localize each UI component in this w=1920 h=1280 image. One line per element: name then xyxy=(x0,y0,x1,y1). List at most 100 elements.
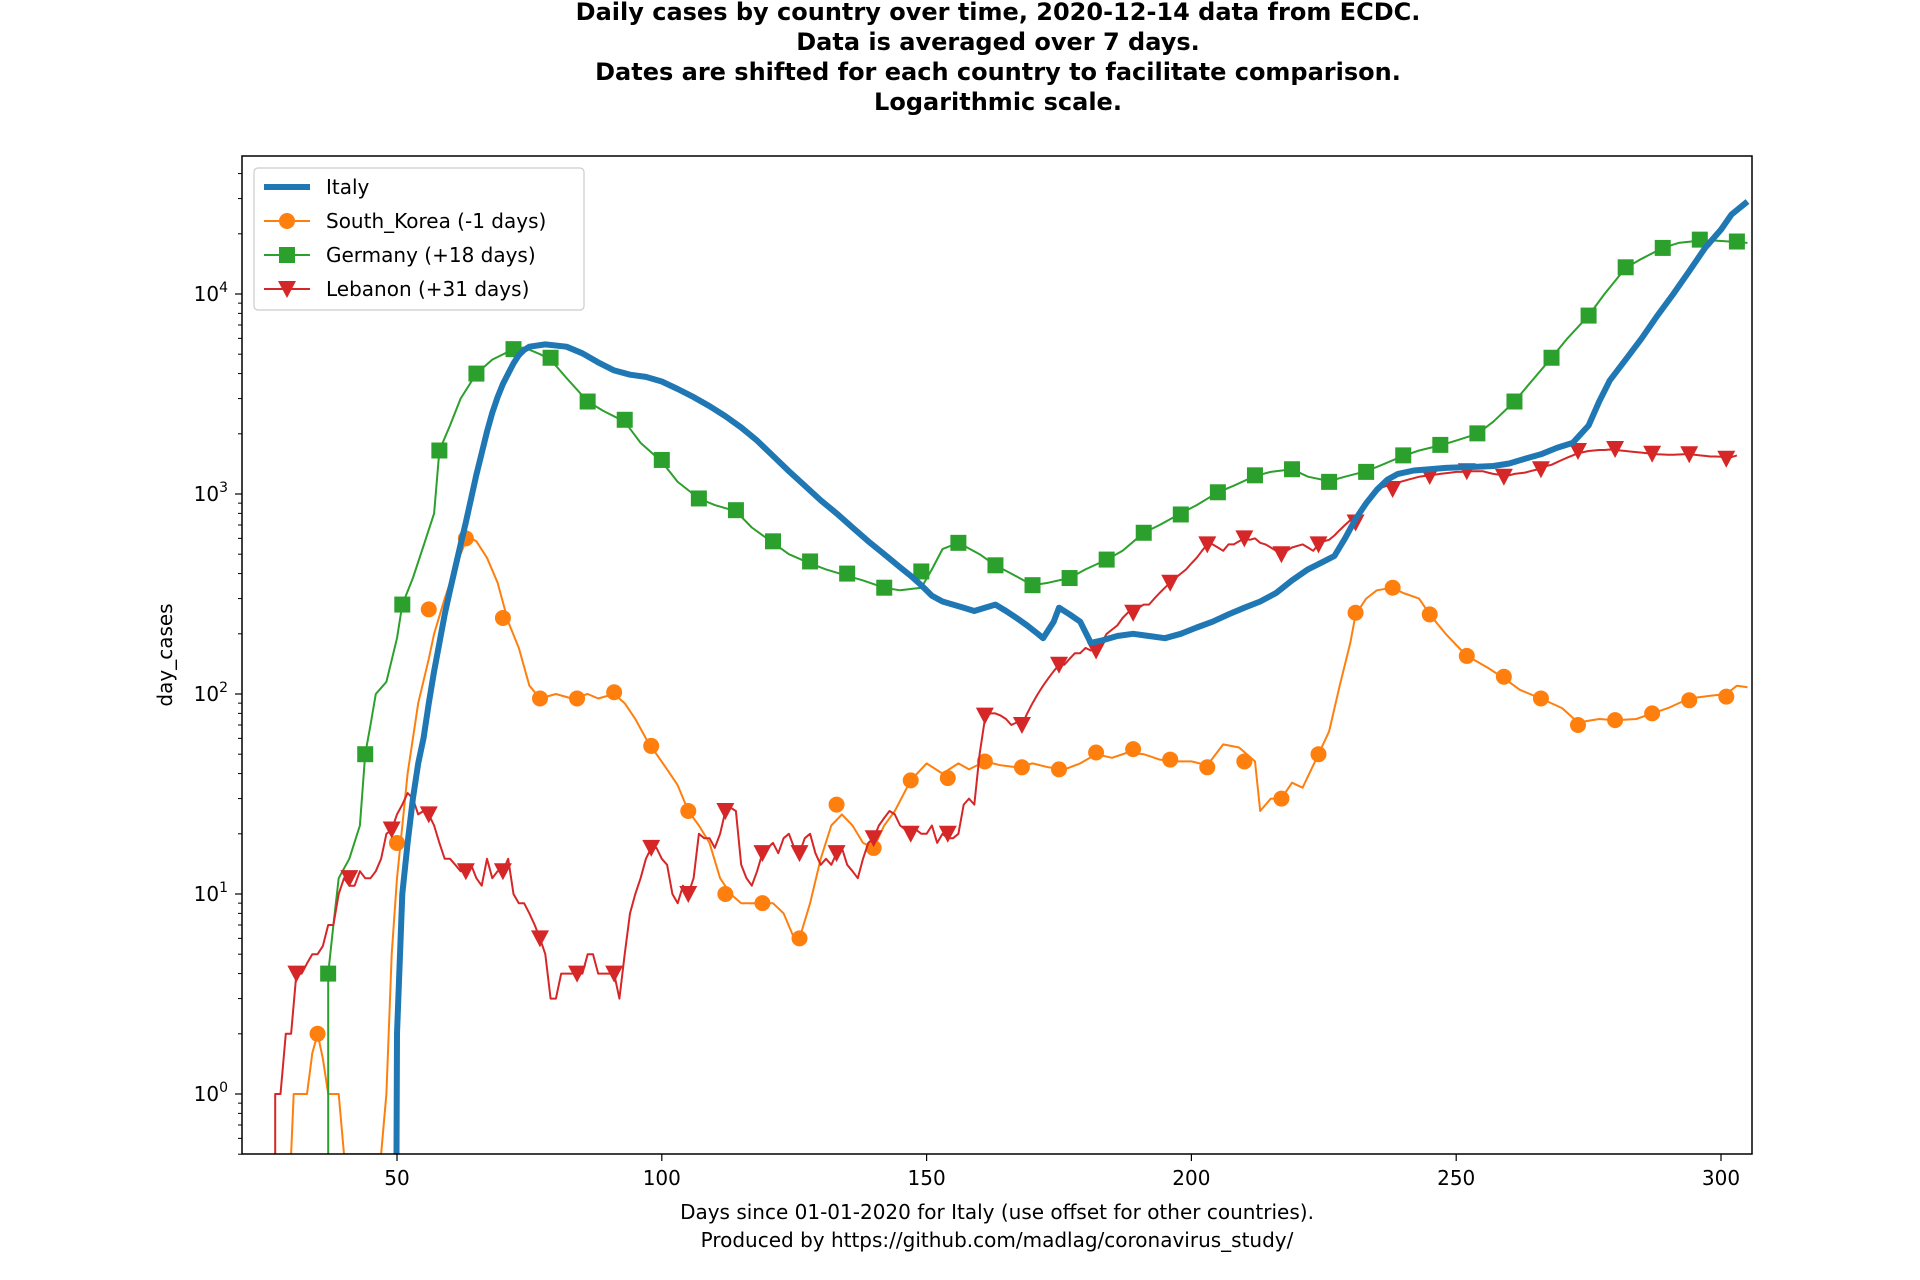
germany-18-days-marker xyxy=(1543,349,1560,366)
germany-18-days-marker xyxy=(1024,577,1041,594)
lebanon-31-days-marker xyxy=(864,830,883,848)
germany-18-days-marker xyxy=(802,553,819,570)
south-korea-1-days-marker xyxy=(1125,741,1142,758)
south-korea-1-days-marker xyxy=(717,886,734,902)
lebanon-31-days-marker xyxy=(340,870,359,888)
lebanon-31-days-marker xyxy=(1124,604,1143,622)
germany-18-days-marker xyxy=(765,533,782,550)
y-tick-label: 104 xyxy=(194,280,228,306)
lebanon-31-days-marker xyxy=(568,965,587,983)
series-lebanon-31-days xyxy=(274,440,1738,1154)
south-korea-1-days-marker xyxy=(865,839,882,856)
south-korea-1-days-marker xyxy=(606,684,623,701)
south-korea-1-days-marker xyxy=(1384,579,1401,596)
south-korea-1-days-marker xyxy=(1681,692,1698,709)
lebanon-31-days-marker xyxy=(1050,656,1068,674)
lebanon-31-days-marker xyxy=(1643,445,1662,463)
south-korea-1-days-marker xyxy=(1162,751,1179,768)
title-line-2: Data is averaged over 7 days. xyxy=(796,28,1200,56)
lebanon-31-days-marker xyxy=(938,825,957,843)
y-axis-label: day_cases xyxy=(153,603,177,706)
south-korea-1-days-marker xyxy=(1718,688,1735,705)
lebanon-31-days-marker xyxy=(827,845,846,863)
south-korea-1-days-line xyxy=(290,537,1748,1154)
lebanon-31-days-marker xyxy=(419,806,438,824)
lebanon-31-days-marker xyxy=(1012,716,1031,734)
legend-label-italy: Italy xyxy=(326,175,370,199)
south-korea-1-days-marker xyxy=(643,737,660,754)
x-tick-label: 250 xyxy=(1437,1166,1475,1190)
germany-18-days-marker xyxy=(1580,307,1597,324)
germany-18-days-marker xyxy=(1395,447,1412,464)
y-axis-ticks: 100 101 102 103 104 xyxy=(194,173,242,1155)
germany-18-days-marker xyxy=(1728,233,1745,250)
south-korea-1-days-marker xyxy=(1570,716,1587,733)
lebanon-31-days-marker xyxy=(1383,480,1402,498)
xlabel-line-2: Produced by https://github.com/madlag/co… xyxy=(701,1228,1294,1252)
germany-18-days-marker xyxy=(653,451,670,468)
south-korea-1-days-marker xyxy=(939,770,956,787)
south-korea-1-days-marker xyxy=(531,690,548,707)
lebanon-31-days-marker xyxy=(1272,546,1291,564)
lebanon-31-days-marker xyxy=(382,821,401,839)
south-korea-1-days-marker xyxy=(976,753,993,770)
lebanon-31-days-marker xyxy=(1087,642,1106,660)
lebanon-31-days-marker xyxy=(1531,461,1550,479)
germany-18-days-marker xyxy=(1432,436,1449,453)
series-italy xyxy=(393,199,1750,1154)
south-korea-1-days-marker xyxy=(791,930,808,947)
legend-marker-lebanon-31-days xyxy=(278,281,296,298)
south-korea-1-days-marker xyxy=(754,895,771,912)
south-korea-1-days-marker xyxy=(902,772,919,789)
germany-18-days-marker xyxy=(1098,551,1115,568)
legend-label-germany-18-days: Germany (+18 days) xyxy=(326,243,536,267)
germany-18-days-marker xyxy=(839,565,856,582)
germany-18-days-marker xyxy=(579,393,596,410)
y-tick-label: 102 xyxy=(194,680,228,706)
legend-label-lebanon-31-days: Lebanon (+31 days) xyxy=(326,277,529,301)
south-korea-1-days-marker xyxy=(1051,761,1067,778)
germany-18-days-marker xyxy=(1321,473,1338,490)
germany-18-days-marker xyxy=(542,349,559,366)
south-korea-1-days-marker xyxy=(569,690,586,707)
lebanon-31-days-marker xyxy=(1717,450,1736,468)
lebanon-31-days-marker xyxy=(679,886,698,903)
germany-18-days-marker xyxy=(1358,463,1375,480)
legend-box xyxy=(253,167,585,311)
germany-18-days-marker xyxy=(876,579,893,596)
germany-18-days-marker xyxy=(1469,425,1486,442)
title-line-4: Logarithmic scale. xyxy=(874,88,1122,116)
x-axis-ticks: 50 100 150 200 250 300 xyxy=(384,1154,1740,1190)
lebanon-31-days-marker xyxy=(287,965,306,983)
germany-18-days-marker xyxy=(1691,231,1708,248)
germany-18-days-marker xyxy=(950,534,967,551)
lebanon-31-days-marker xyxy=(901,825,920,843)
germany-18-days-marker xyxy=(357,746,374,763)
germany-18-days-marker xyxy=(320,965,337,982)
germany-18-days-marker xyxy=(394,596,411,613)
germany-18-days-marker xyxy=(690,490,707,507)
south-korea-1-days-marker xyxy=(1607,712,1624,729)
x-axis-label: Days since 01-01-2020 for Italy (use off… xyxy=(680,1200,1314,1252)
south-korea-1-days-marker xyxy=(1013,759,1030,776)
legend-item-lebanon-31-days: Lebanon (+31 days) xyxy=(264,277,529,301)
lebanon-31-days-marker xyxy=(1680,446,1699,464)
lebanon-31-days-line xyxy=(274,448,1738,1154)
lebanon-31-days-marker xyxy=(1494,468,1513,486)
legend-label-south-korea-1-days: South_Korea (-1 days) xyxy=(326,209,546,233)
germany-18-days-marker xyxy=(1061,570,1078,587)
germany-18-days-marker xyxy=(1135,524,1152,541)
germany-18-days-marker xyxy=(913,563,930,580)
y-tick-label: 103 xyxy=(194,480,228,506)
x-tick-label: 100 xyxy=(643,1166,681,1190)
plot-frame xyxy=(241,155,1753,1155)
series-layer xyxy=(274,199,1750,1154)
legend: Italy South_Korea (-1 days) Germany (+18 d… xyxy=(253,167,585,311)
south-korea-1-days-marker xyxy=(828,796,845,813)
lebanon-31-days-marker xyxy=(456,863,475,881)
legend-item-south-korea-1-days: South_Korea (-1 days) xyxy=(264,209,546,233)
legend-marker-south-korea-1-days xyxy=(279,213,295,229)
legend-item-germany-18-days: Germany (+18 days) xyxy=(264,243,536,267)
xlabel-line-1: Days since 01-01-2020 for Italy (use off… xyxy=(680,1200,1314,1224)
